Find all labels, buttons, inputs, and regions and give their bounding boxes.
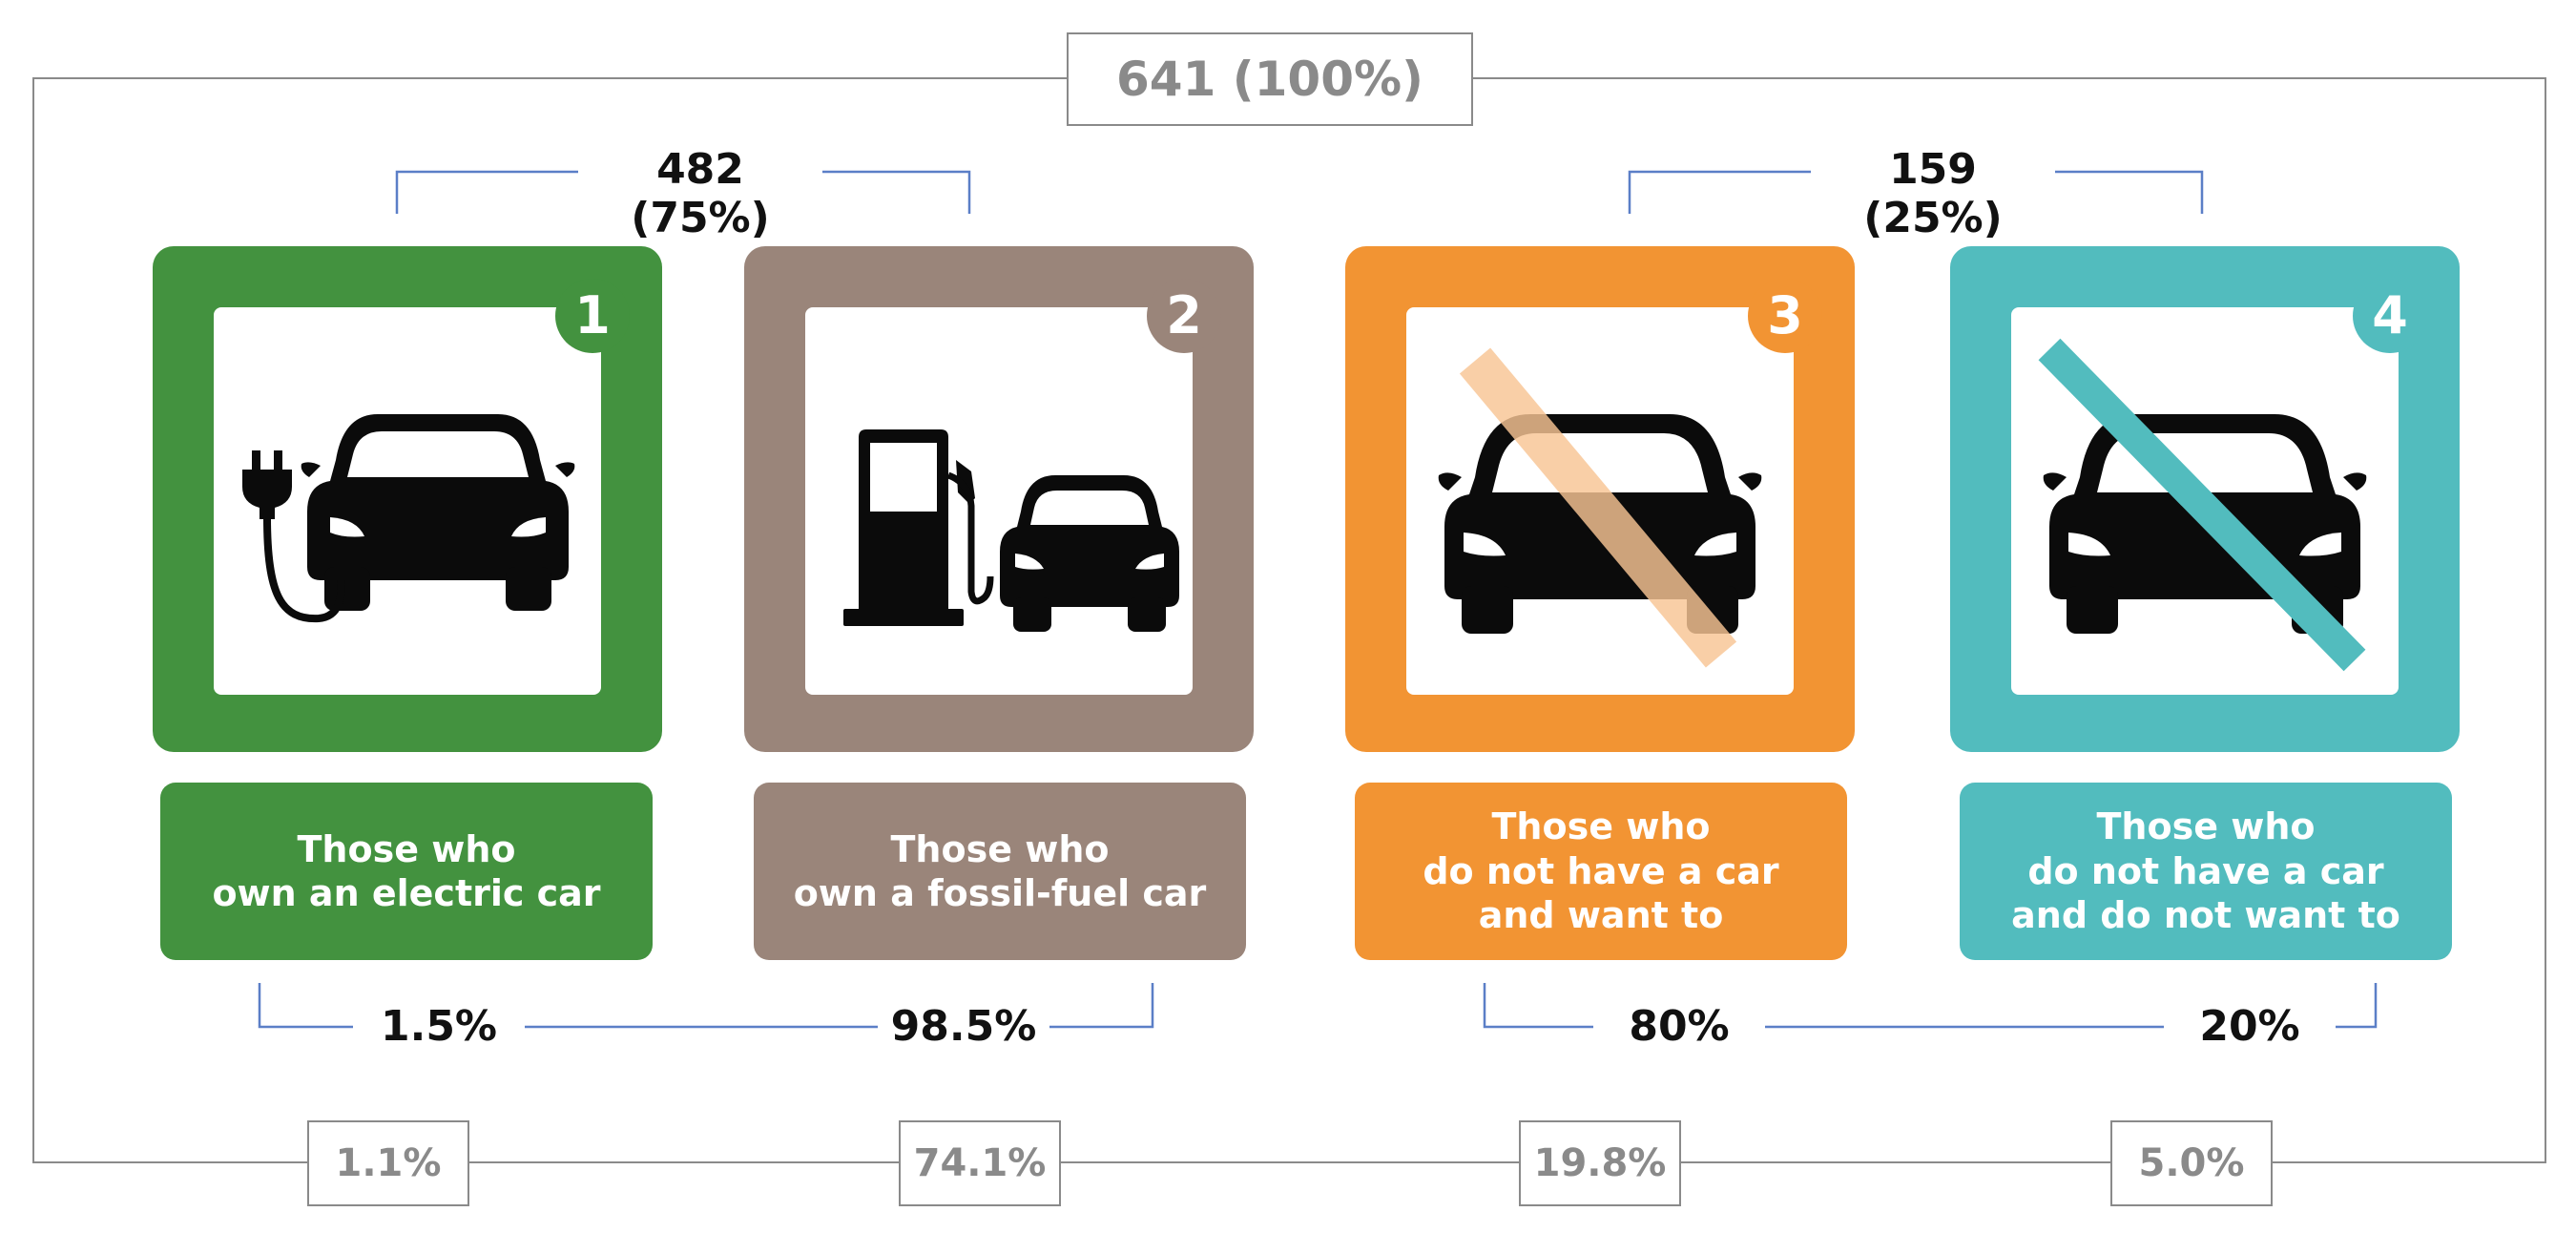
total-frame xyxy=(32,77,2546,1163)
category-number-badge: 3 xyxy=(1748,279,1822,353)
caption-line: Those who xyxy=(297,827,516,870)
overall-share-fossil: 74.1% xyxy=(899,1120,1061,1206)
group-label-owners: 482 (75%) xyxy=(578,145,822,242)
caption-line: and do not want to xyxy=(2011,894,2400,937)
group-label-non-owners: 159 (25%) xyxy=(1811,145,2055,242)
caption-line: Those who xyxy=(2096,805,2316,848)
total-count-box: 641 (100%) xyxy=(1067,32,1473,126)
caption-line: do not have a car xyxy=(2027,849,2384,892)
overall-share-wants: 19.8% xyxy=(1519,1120,1681,1206)
category-tile-fossil-fuel-car: 2 xyxy=(744,246,1254,752)
caption-line: own a fossil-fuel car xyxy=(793,872,1207,914)
caption-line: Those who xyxy=(890,827,1110,870)
electric-car-icon xyxy=(214,307,601,695)
caption-line: and want to xyxy=(1478,894,1724,937)
fossil-fuel-car-icon xyxy=(805,307,1193,695)
category-tile-no-car-does-not-want: 4 xyxy=(1950,246,2460,752)
within-group-share-fossil: 98.5% xyxy=(878,1002,1049,1051)
category-caption-no-car-wants: Those who do not have a car and want to xyxy=(1355,783,1847,960)
split-bracket-non-owners xyxy=(1483,983,2378,1029)
within-group-share-electric: 1.5% xyxy=(353,1002,525,1051)
overall-share-electric: 1.1% xyxy=(307,1120,469,1206)
category-tile-electric-car: 1 xyxy=(153,246,662,752)
caption-line: do not have a car xyxy=(1423,849,1779,892)
category-caption-fossil-fuel-car: Those who own a fossil-fuel car xyxy=(754,783,1246,960)
category-caption-electric-car: Those who own an electric car xyxy=(160,783,653,960)
overall-share-does-not-want: 5.0% xyxy=(2110,1120,2273,1206)
category-tile-no-car-wants: 3 xyxy=(1345,246,1855,752)
crossed-car-icon xyxy=(2011,307,2399,695)
split-bracket-owners xyxy=(258,983,1154,1029)
caption-line: Those who xyxy=(1491,805,1711,848)
category-number-badge: 4 xyxy=(2353,279,2427,353)
category-number-badge: 2 xyxy=(1147,279,1221,353)
within-group-share-does-not-want: 20% xyxy=(2164,1002,2336,1051)
within-group-share-wants: 80% xyxy=(1593,1002,1765,1051)
crossed-car-icon xyxy=(1406,307,1794,695)
category-number-badge: 1 xyxy=(555,279,630,353)
category-caption-no-car-does-not-want: Those who do not have a car and do not w… xyxy=(1960,783,2452,960)
caption-line: own an electric car xyxy=(212,872,601,914)
